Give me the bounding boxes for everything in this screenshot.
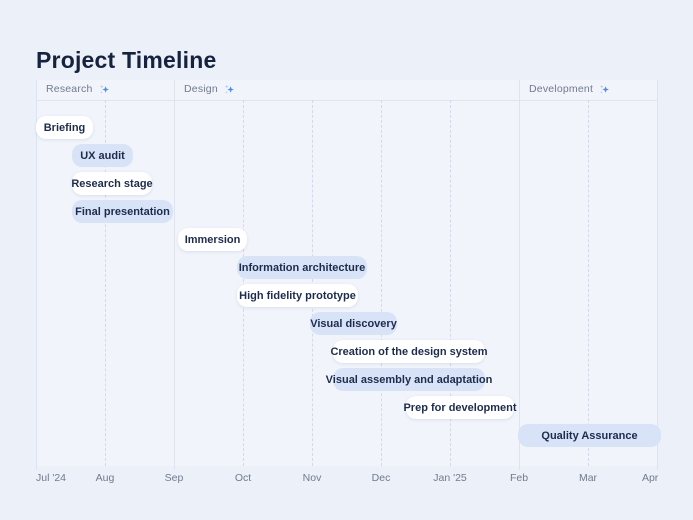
task-bar-quality-assurance[interactable]: Quality Assurance — [518, 424, 661, 447]
phase-boundary-line — [519, 80, 520, 470]
phase-boundary-line — [657, 80, 658, 470]
page-title: Project Timeline — [36, 47, 217, 74]
month-label-jan-25: Jan '25 — [433, 472, 467, 484]
month-label-sep: Sep — [164, 472, 184, 484]
task-bar-visual-discovery[interactable]: Visual discovery — [310, 312, 397, 335]
task-bar-high-fidelity-prototype[interactable]: High fidelity prototype — [237, 284, 358, 307]
month-gridline — [381, 100, 382, 466]
task-bar-creation-of-the-design-system[interactable]: Creation of the design system — [330, 340, 488, 363]
phase-header-research: Research — [46, 83, 110, 95]
task-bar-ux-audit[interactable]: UX audit — [72, 144, 133, 167]
month-label-dec: Dec — [371, 472, 391, 484]
task-bar-briefing[interactable]: Briefing — [36, 116, 93, 139]
month-gridline — [105, 100, 106, 466]
month-gridline — [450, 100, 451, 466]
month-label-jul-24: Jul '24 — [36, 472, 67, 484]
month-gridline — [312, 100, 313, 466]
month-label-mar: Mar — [578, 472, 598, 484]
phase-label-research: Research — [46, 83, 93, 95]
month-label-apr: Apr — [641, 472, 659, 484]
phase-header-divider — [36, 100, 657, 101]
month-label-oct: Oct — [234, 472, 252, 484]
phase-label-design: Design — [184, 83, 218, 95]
task-bar-visual-assembly-and-adaptation[interactable]: Visual assembly and adaptation — [326, 368, 492, 391]
task-bar-prep-for-development[interactable]: Prep for development — [403, 396, 517, 419]
month-label-nov: Nov — [302, 472, 322, 484]
task-bar-immersion[interactable]: Immersion — [178, 228, 247, 251]
phase-header-development: Development — [529, 83, 610, 95]
month-label-aug: Aug — [95, 472, 115, 484]
phase-boundary-line — [36, 80, 37, 470]
phase-sparkle-icon[interactable] — [599, 84, 610, 95]
task-bar-research-stage[interactable]: Research stage — [71, 172, 153, 195]
phase-sparkle-icon[interactable] — [99, 84, 110, 95]
task-bar-information-architecture[interactable]: Information architecture — [237, 256, 367, 279]
task-bar-final-presentation[interactable]: Final presentation — [72, 200, 173, 223]
month-gridline — [243, 100, 244, 466]
phase-boundary-line — [174, 80, 175, 470]
phase-header-design: Design — [184, 83, 235, 95]
phase-label-development: Development — [529, 83, 594, 95]
month-label-feb: Feb — [509, 472, 529, 484]
month-gridline — [588, 100, 589, 466]
phase-sparkle-icon[interactable] — [224, 84, 235, 95]
